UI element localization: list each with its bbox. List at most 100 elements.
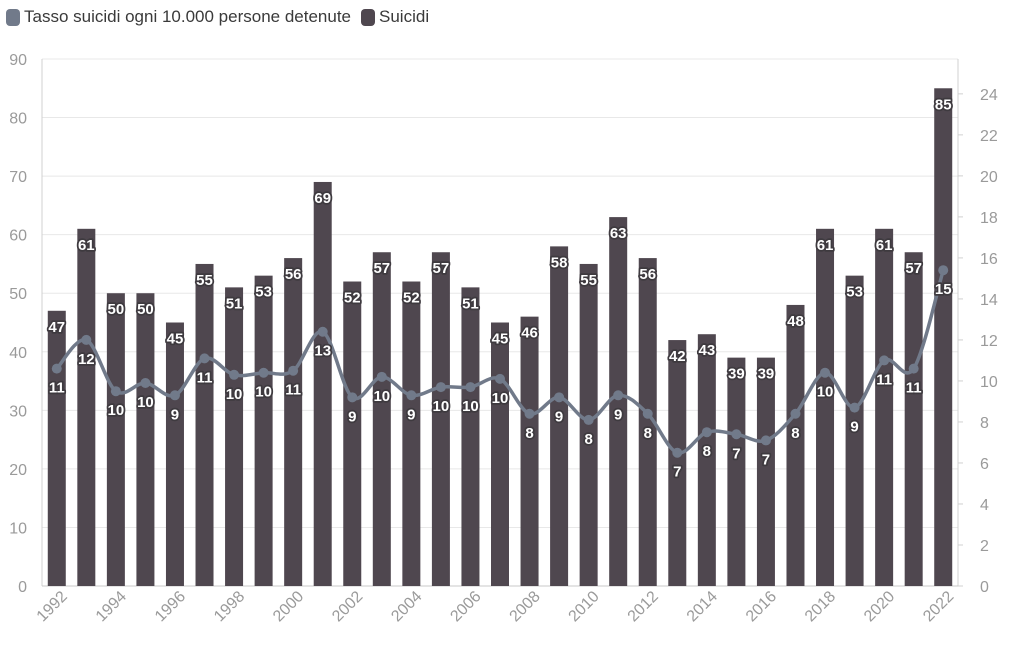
rate-value-label: 11 xyxy=(197,369,213,386)
x-tick-label: 2012 xyxy=(625,588,662,625)
bar xyxy=(727,357,746,586)
x-tick-label: 2020 xyxy=(861,588,898,625)
bar xyxy=(697,334,716,586)
bar xyxy=(372,252,391,586)
bar-value-label: 56 xyxy=(639,266,656,283)
bar-value-label: 52 xyxy=(344,290,361,307)
y-right-tick-label: 6 xyxy=(980,456,989,473)
bar xyxy=(343,281,362,586)
rate-point xyxy=(229,369,240,380)
bar-value-label: 61 xyxy=(817,237,834,254)
x-tick-label: 2006 xyxy=(447,588,484,625)
bar xyxy=(313,181,332,586)
y-left-tick-label: 10 xyxy=(9,520,27,537)
rate-value-label: 11 xyxy=(285,382,301,399)
bar-value-label: 61 xyxy=(876,237,893,254)
rate-value-label: 10 xyxy=(255,384,272,401)
rate-value-label: 9 xyxy=(850,419,858,436)
rate-value-label: 8 xyxy=(644,425,652,442)
bar-value-label: 57 xyxy=(373,260,390,277)
bar-value-label: 42 xyxy=(669,348,686,365)
bar-value-label: 58 xyxy=(551,254,568,271)
bar-value-label: 47 xyxy=(48,319,65,336)
y-left-tick-label: 20 xyxy=(9,462,27,479)
rate-value-label: 15 xyxy=(935,281,952,298)
rate-point xyxy=(199,353,210,364)
bar-value-label: 45 xyxy=(167,331,184,348)
x-tick-label: 1994 xyxy=(93,588,130,625)
rate-value-label: 10 xyxy=(433,398,450,415)
rate-point xyxy=(760,435,771,446)
rate-point xyxy=(672,447,683,458)
y-right-tick-label: 8 xyxy=(980,415,989,432)
rate-value-label: 9 xyxy=(348,408,356,425)
x-tick-label: 2010 xyxy=(566,588,603,625)
legend-swatch-rate xyxy=(6,8,20,26)
bar xyxy=(136,293,155,586)
y-left-tick-label: 60 xyxy=(9,228,27,245)
bar-value-label: 57 xyxy=(433,260,450,277)
rate-value-label: 9 xyxy=(555,408,563,425)
bar xyxy=(609,217,628,586)
bar xyxy=(284,258,303,586)
rate-point xyxy=(376,371,387,382)
bar-value-label: 50 xyxy=(108,301,125,318)
bar xyxy=(638,258,657,586)
bar-value-label: 61 xyxy=(78,237,95,254)
rate-value-label: 7 xyxy=(673,464,681,481)
rate-value-label: 10 xyxy=(226,386,243,403)
y-left-tick-label: 50 xyxy=(9,286,27,303)
x-tick-label: 1996 xyxy=(152,588,189,625)
bar xyxy=(106,293,125,586)
bar-value-label: 69 xyxy=(314,190,331,207)
rate-point xyxy=(790,408,801,419)
rate-point xyxy=(81,334,92,345)
y-right-tick-label: 20 xyxy=(980,169,998,186)
y-right-tick-label: 18 xyxy=(980,210,998,227)
bar-value-label: 45 xyxy=(492,331,509,348)
rate-point xyxy=(258,367,269,378)
rate-point xyxy=(879,355,890,366)
rate-value-label: 10 xyxy=(462,398,479,415)
rate-point xyxy=(938,265,949,276)
bar xyxy=(756,357,775,586)
legend-item-rate[interactable]: Tasso suicidi ogni 10.000 persone detenu… xyxy=(6,7,351,27)
rate-value-label: 8 xyxy=(703,443,711,460)
y-left-tick-label: 70 xyxy=(9,169,27,186)
bar xyxy=(875,228,894,587)
rate-value-label: 10 xyxy=(108,402,125,419)
rate-point xyxy=(51,363,62,374)
x-tick-label: 2008 xyxy=(507,588,544,625)
rate-point xyxy=(731,429,742,440)
bar xyxy=(934,88,953,587)
rate-value-label: 13 xyxy=(314,343,331,360)
x-tick-label: 2022 xyxy=(920,588,957,625)
legend-swatch-suicides xyxy=(361,8,376,26)
rate-point xyxy=(169,390,180,401)
bar-value-label: 85 xyxy=(935,96,952,113)
bar xyxy=(550,246,569,586)
rate-point xyxy=(849,402,860,413)
y-left-tick-label: 30 xyxy=(9,403,27,420)
bar-value-label: 63 xyxy=(610,225,627,242)
y-left-tick-label: 90 xyxy=(9,52,27,69)
bar xyxy=(520,316,539,586)
y-right-tick-label: 24 xyxy=(980,87,998,104)
bar-value-label: 46 xyxy=(521,325,538,342)
y-left-tick-label: 0 xyxy=(18,579,27,596)
rate-point xyxy=(140,377,151,388)
rate-point xyxy=(435,382,446,393)
rate-point xyxy=(908,363,919,374)
bar-value-label: 55 xyxy=(196,272,213,289)
legend-item-suicides[interactable]: Suicidi xyxy=(361,7,429,27)
y-right-tick-label: 12 xyxy=(980,333,998,350)
y-right-tick-label: 22 xyxy=(980,128,998,145)
bar-value-label: 51 xyxy=(226,295,243,312)
y-right-tick-label: 4 xyxy=(980,497,989,514)
rate-value-label: 9 xyxy=(614,406,622,423)
bar-value-label: 52 xyxy=(403,290,420,307)
rate-point xyxy=(613,390,624,401)
rate-point xyxy=(583,414,594,425)
bar xyxy=(431,252,450,586)
